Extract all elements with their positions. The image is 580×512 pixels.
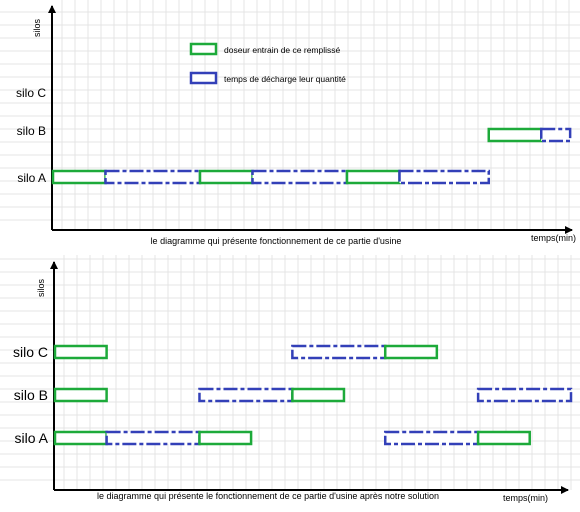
discharge-bar-silo-a <box>251 169 349 185</box>
discharge-bar-silo-c <box>291 344 387 360</box>
row-label-silo-c-chart-1: silo C <box>16 86 46 100</box>
discharge-bar-silo-b <box>198 387 294 403</box>
x-axis-label-chart-1: temps(min) <box>531 233 576 243</box>
legend-swatch-filling <box>189 42 218 56</box>
discharge-bar-silo-b <box>476 387 573 403</box>
filling-bar-silo-a <box>198 430 253 446</box>
discharge-bar-silo-b <box>540 127 572 143</box>
legend-label-filling: doseur entrain de ce remplissé <box>224 45 341 55</box>
filling-bar-silo-a <box>345 169 401 185</box>
row-label-silo-a-chart-2: silo A <box>15 430 49 446</box>
row-label-silo-c-chart-2: silo C <box>13 344 48 360</box>
filling-bar-silo-b <box>487 127 543 143</box>
bars-chart-2 <box>53 344 573 446</box>
row-label-silo-b-chart-2: silo B <box>14 387 48 403</box>
filling-bar-silo-a <box>53 430 108 446</box>
grid-chart-2 <box>0 255 580 490</box>
bars-chart-1 <box>51 127 572 185</box>
caption-chart-1: le diagramme qui présente fonctionnement… <box>151 236 402 246</box>
grid-chart-1 <box>0 0 580 230</box>
legend-chart-1: doseur entrain de ce remplissé temps de … <box>189 42 346 85</box>
discharge-bar-silo-a <box>105 430 201 446</box>
legend-label-discharge: temps de décharge leur quantité <box>224 74 346 84</box>
discharge-bar-silo-a <box>104 169 202 185</box>
filling-bar-silo-a <box>51 169 107 185</box>
filling-bar-silo-a <box>476 430 531 446</box>
filling-bar-silo-c <box>53 344 108 360</box>
y-axis-label-chart-1: silos <box>32 19 42 38</box>
row-label-silo-a-chart-1: silo A <box>17 171 46 185</box>
filling-bar-silo-b <box>53 387 108 403</box>
caption-chart-2: le diagramme qui présente le fonctionnem… <box>97 491 439 501</box>
y-axis-label-chart-2: silos <box>36 279 46 298</box>
filling-bar-silo-b <box>291 387 346 403</box>
discharge-bar-silo-a <box>383 430 480 446</box>
x-axis-label-chart-2: temps(min) <box>503 493 548 503</box>
filling-bar-silo-c <box>383 344 439 360</box>
discharge-bar-silo-a <box>398 169 490 185</box>
legend-swatch-discharge <box>189 71 218 85</box>
row-label-silo-b-chart-1: silo B <box>17 124 46 138</box>
filling-bar-silo-a <box>198 169 254 185</box>
